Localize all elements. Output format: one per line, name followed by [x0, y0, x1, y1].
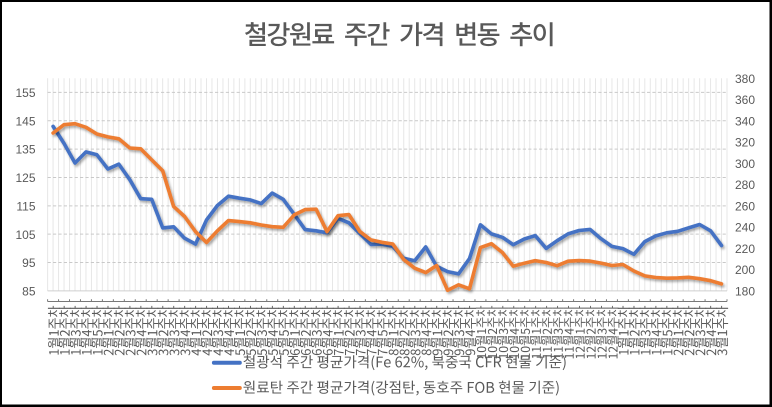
svg-text:125: 125	[15, 171, 35, 185]
svg-text:240: 240	[735, 221, 755, 235]
svg-text:260: 260	[735, 199, 755, 213]
svg-text:155: 155	[15, 86, 35, 100]
svg-text:300: 300	[735, 157, 755, 171]
svg-text:95: 95	[22, 256, 36, 270]
svg-text:85: 85	[22, 285, 36, 299]
svg-text:340: 340	[735, 114, 755, 128]
svg-text:220: 220	[735, 242, 755, 256]
svg-text:115: 115	[16, 199, 35, 213]
svg-text:145: 145	[15, 114, 35, 128]
svg-text:320: 320	[735, 136, 755, 150]
svg-text:105: 105	[15, 228, 35, 242]
svg-text:200: 200	[735, 263, 755, 277]
svg-text:180: 180	[735, 285, 755, 299]
svg-text:135: 135	[15, 143, 35, 157]
svg-text:280: 280	[735, 178, 755, 192]
svg-text:380: 380	[735, 72, 755, 86]
svg-text:360: 360	[735, 93, 755, 107]
